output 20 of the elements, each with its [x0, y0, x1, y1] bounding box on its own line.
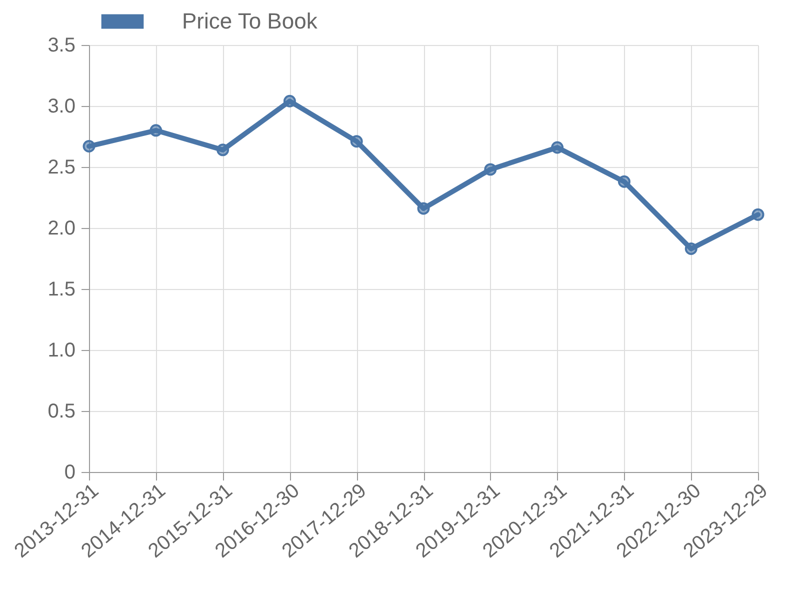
y-tick-label: 0 [64, 462, 76, 484]
point [417, 202, 430, 215]
y-tick-label: 2.0 [48, 218, 76, 240]
point [350, 135, 363, 148]
point [752, 208, 764, 221]
point [216, 144, 230, 156]
point [684, 242, 698, 255]
y-tick-label: 3.5 [48, 34, 76, 56]
y-tick-label: 1.5 [48, 278, 76, 300]
y-tick-label: 2.5 [48, 156, 76, 178]
point [150, 124, 162, 137]
point [551, 141, 564, 154]
point [283, 94, 296, 108]
y-tick-label: 3.0 [48, 96, 76, 118]
y-tick-label: 0.5 [48, 400, 76, 422]
legend-label: Price To Book [182, 8, 318, 34]
y-tick-label: 1.0 [48, 340, 76, 362]
point [484, 163, 497, 176]
point [618, 175, 630, 188]
point [82, 140, 96, 152]
